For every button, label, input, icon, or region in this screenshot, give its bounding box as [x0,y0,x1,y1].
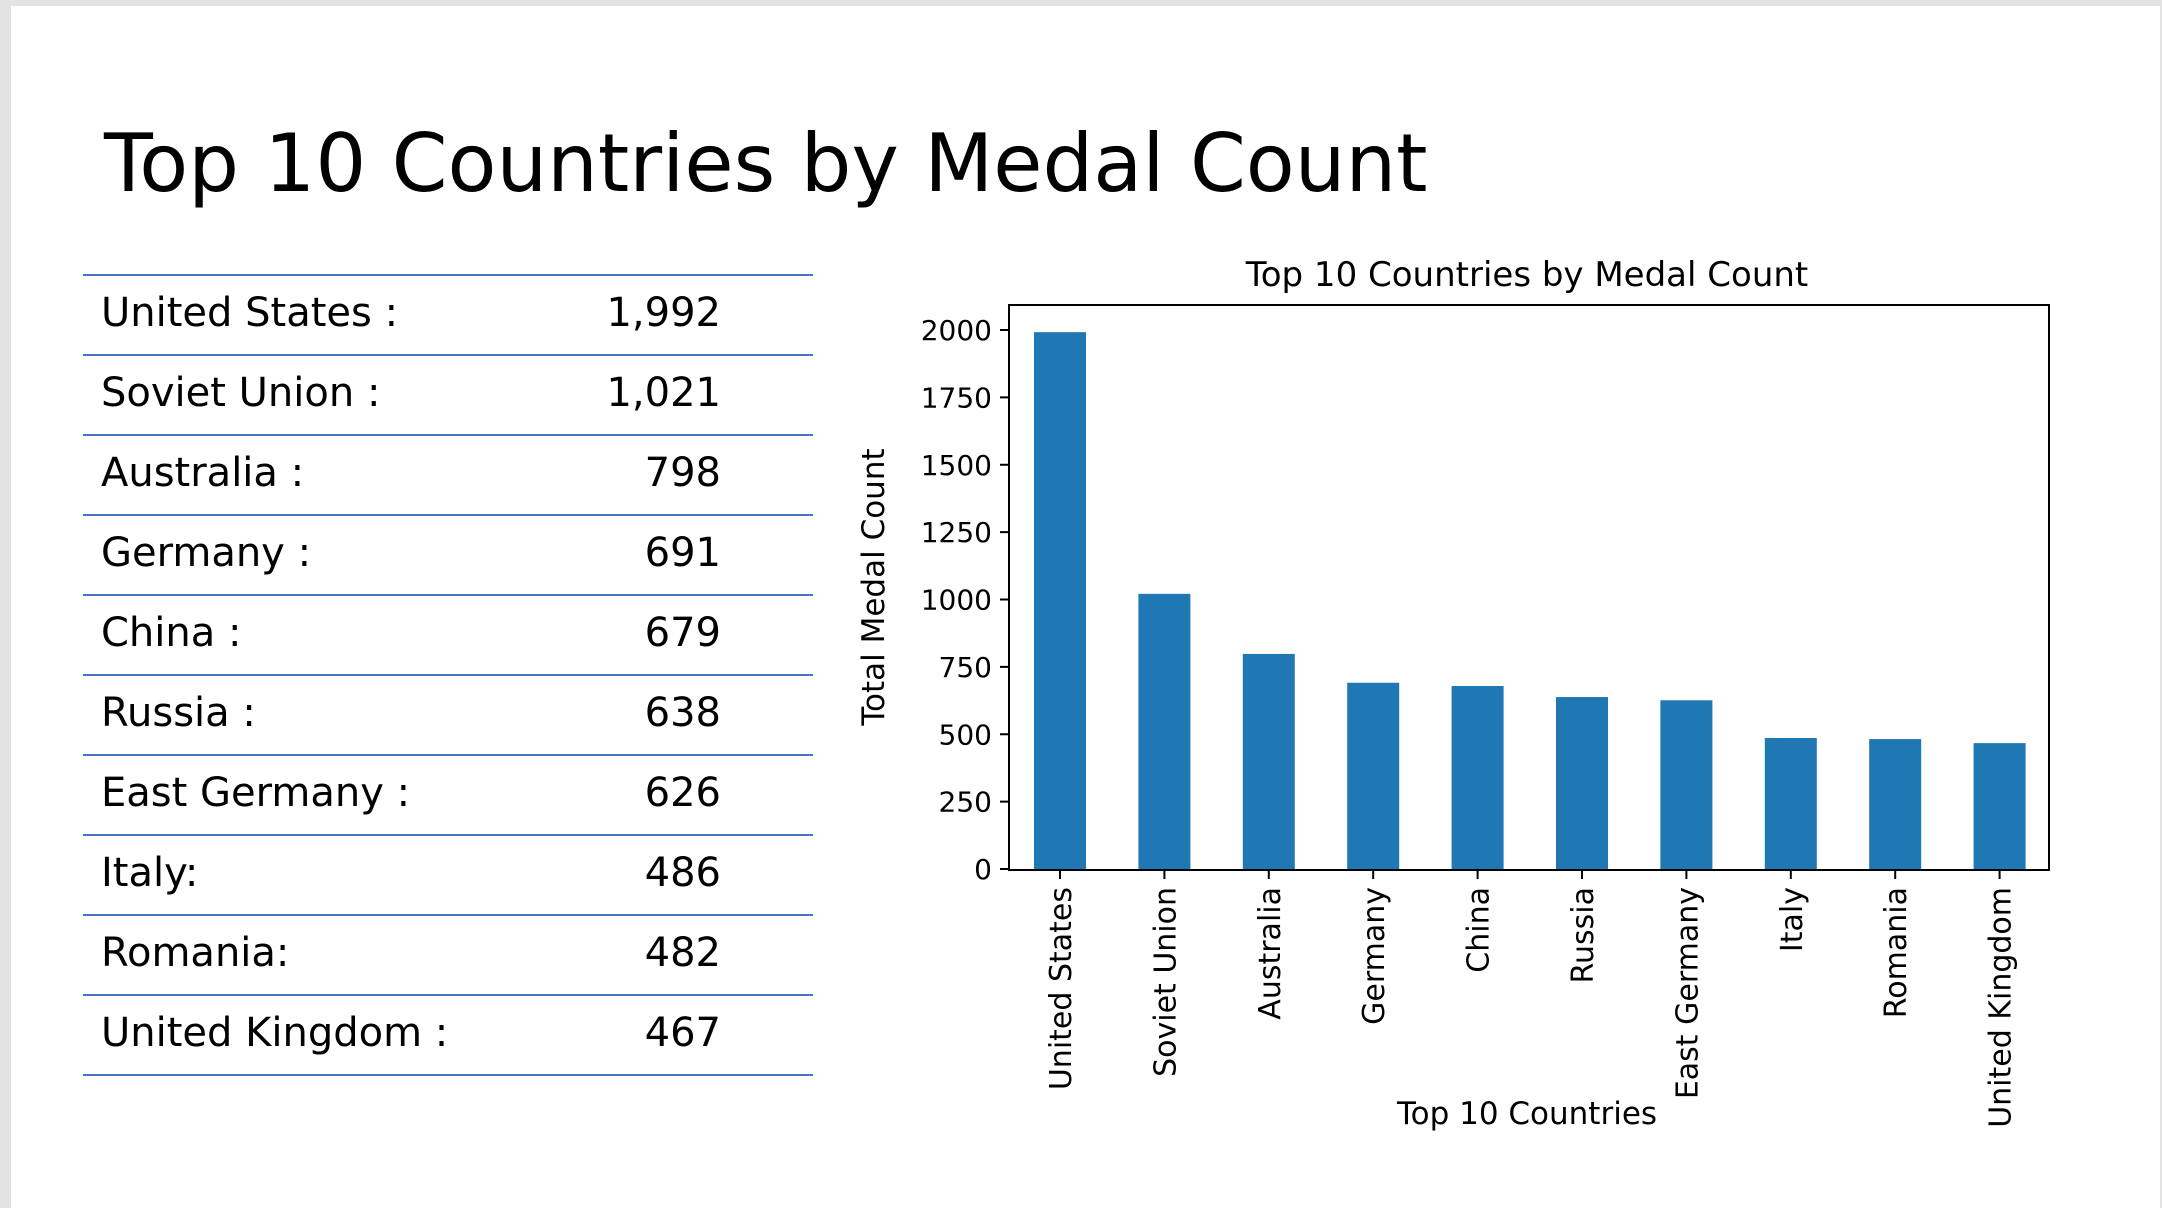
chart-xlabel: Top 10 Countries [1396,1096,1657,1132]
chart-ylabel: Total Medal Count [856,448,892,726]
table-value: 1,021 [606,370,721,416]
table-value: 638 [644,690,721,736]
table-value: 626 [644,770,721,816]
x-tick-label: United States [1044,887,1079,1090]
y-tick-label: 500 [939,718,992,751]
y-tick-label: 1500 [921,449,992,482]
table-row: Romania: 482 [83,916,813,996]
bar [1764,738,1817,869]
bars-group [1034,332,2026,869]
y-tick-label: 1750 [921,381,992,414]
table-country: Germany : [101,530,312,576]
table-row: United Kingdom : 467 [83,996,813,1076]
bar [1451,686,1504,869]
y-tick-label: 1250 [921,516,992,549]
y-tick-label: 0 [974,853,992,886]
table-country: Romania: [101,930,290,976]
bar [1347,682,1400,869]
bar [1660,700,1713,869]
x-tick-label: Soviet Union [1148,887,1183,1077]
table-value: 691 [644,530,721,576]
x-tick-label: East Germany [1670,887,1705,1099]
plot-frame [1008,304,2050,871]
bar [1556,697,1608,869]
bar [1138,593,1191,869]
y-tick-label: 2000 [921,314,992,347]
table-country: Italy: [101,850,199,896]
table-row: Soviet Union : 1,021 [83,356,813,436]
x-tick-label: Germany [1357,887,1392,1025]
table-row: East Germany : 626 [83,756,813,836]
y-axis: 0 250 500 750 1000 1250 1500 1750 2000 [921,314,1009,886]
x-tick-label: Romania [1879,887,1914,1018]
y-tick-label: 750 [939,651,992,684]
slide: Top 10 Countries by Medal Count United S… [11,6,2160,1208]
bar [1973,743,2026,869]
bar [1034,332,1086,869]
table-country: Russia : [101,690,256,736]
table-country: United States : [101,290,399,336]
table-value: 798 [644,450,721,496]
table-country: East Germany : [101,770,411,816]
table-value: 1,992 [606,290,721,336]
slide-title: Top 10 Countries by Medal Count [104,117,1428,210]
table-value: 679 [644,610,721,656]
table-row: Italy: 486 [83,836,813,916]
x-tick-label: China [1462,887,1497,973]
table-country: United Kingdom : [101,1010,449,1056]
table-country: Australia : [101,450,305,496]
x-tick-label: United Kingdom [1984,887,2019,1128]
table-country: Soviet Union : [101,370,381,416]
table-value: 486 [644,850,721,896]
y-tick-label: 250 [939,786,992,819]
x-tick-label: Russia [1566,887,1601,984]
y-tick-label: 1000 [921,584,992,617]
medal-table: United States : 1,992 Soviet Union : 1,0… [83,274,813,1076]
table-country: China : [101,610,242,656]
table-row: Russia : 638 [83,676,813,756]
chart-title: Top 10 Countries by Medal Count [1245,255,1809,295]
table-row: China : 679 [83,596,813,676]
table-row: Germany : 691 [83,516,813,596]
table-value: 482 [644,930,721,976]
table-row: Australia : 798 [83,436,813,516]
table-value: 467 [644,1010,721,1056]
x-tick-label: Italy [1775,887,1810,952]
table-row: United States : 1,992 [83,276,813,356]
x-axis: United States Soviet Union Australia German… [1044,870,2019,1128]
x-tick-label: Australia [1253,887,1288,1020]
bar [1242,653,1295,869]
bar [1869,739,1922,869]
